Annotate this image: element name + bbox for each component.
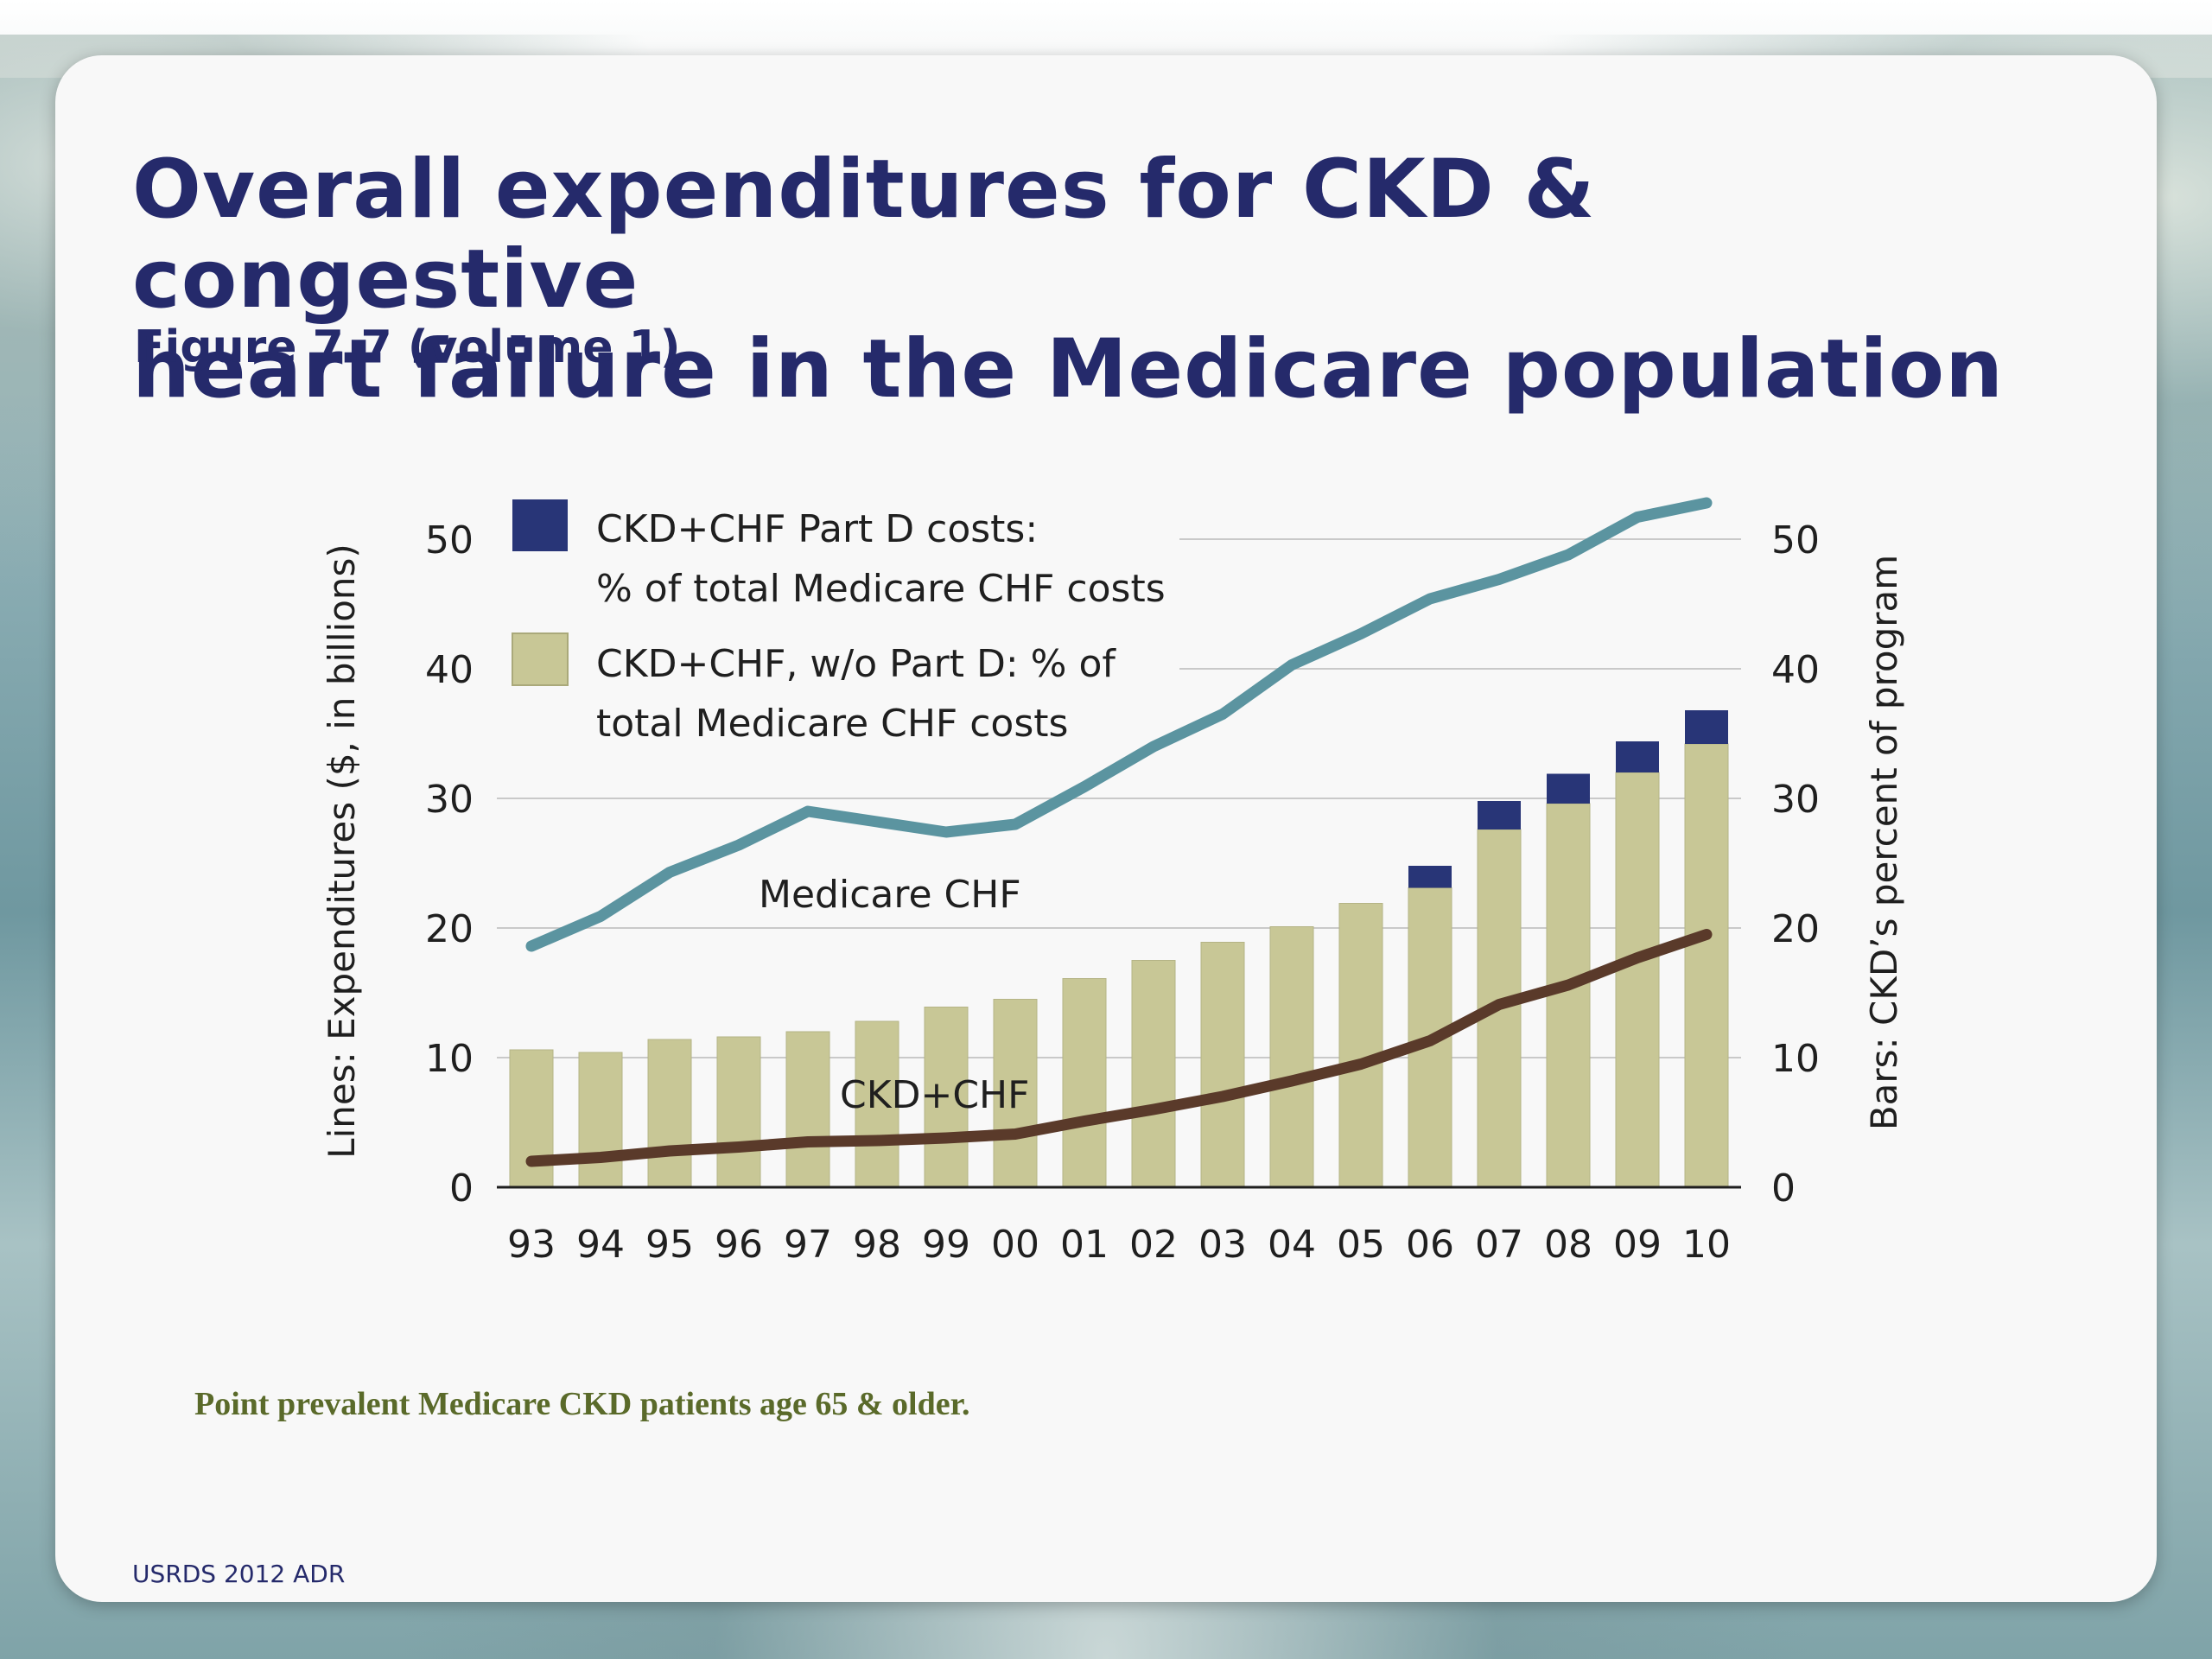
y-left-tick-label-40: 40	[425, 648, 474, 692]
bar-partd-10	[1685, 710, 1728, 744]
x-tick-label-99: 99	[922, 1223, 970, 1267]
bar-partd-07	[1478, 801, 1521, 830]
y-axis-right-label: Bars: CKD’s percent of program	[1863, 555, 1905, 1130]
chart-axes: 93 94 95 96 97 98 99 00 01 02 03 04 05 06 07 08 09 10 0 10 2…	[425, 518, 1820, 1267]
source-footer: USRDS 2012 ADR	[132, 1560, 346, 1588]
bar-base-02	[1131, 960, 1176, 1188]
y-axis-left-label: Lines: Expenditures ($, in billions)	[321, 543, 363, 1159]
bar-base-09	[1615, 772, 1660, 1188]
legend-label-wo-part-d-line-1: CKD+CHF, w/o Part D: % of	[596, 642, 1116, 686]
y-left-tick-label-0: 0	[449, 1166, 474, 1211]
x-tick-label-97: 97	[784, 1223, 832, 1267]
y-left-tick-label-50: 50	[425, 518, 474, 563]
x-tick-label-03: 03	[1198, 1223, 1247, 1267]
bar-base-98	[855, 1020, 899, 1188]
chart-lines	[525, 497, 1713, 1167]
x-tick-label-06: 06	[1406, 1223, 1454, 1267]
bar-partd-09	[1616, 741, 1659, 772]
x-tick-label-96: 96	[715, 1223, 763, 1267]
bar-base-96	[716, 1036, 761, 1188]
x-tick-label-08: 08	[1544, 1223, 1592, 1267]
legend-swatch-part-d	[512, 499, 568, 551]
slide-card	[55, 55, 2157, 1602]
bar-base-05	[1338, 903, 1383, 1188]
x-tick-label-98: 98	[853, 1223, 901, 1267]
bar-base-04	[1269, 926, 1314, 1188]
chart-bars	[509, 710, 1729, 1188]
slide-title-line-2: heart failure in the Medicare population	[132, 322, 2005, 416]
legend-label-part-d-line-2: % of total Medicare CHF costs	[596, 567, 1166, 611]
bar-base-03	[1200, 942, 1245, 1188]
bar-base-10	[1684, 743, 1729, 1188]
chart-gridlines	[497, 538, 1741, 1058]
y-right-tick-label-50: 50	[1771, 518, 1820, 563]
bar-base-99	[924, 1007, 969, 1188]
bar-partd-06	[1408, 866, 1452, 888]
x-tick-label-05: 05	[1337, 1223, 1385, 1267]
line-label-ckd-chf: CKD+CHF	[840, 1073, 1029, 1117]
y-left-tick-label-10: 10	[425, 1037, 474, 1081]
y-right-tick-label-40: 40	[1771, 648, 1820, 692]
bar-base-95	[647, 1039, 692, 1188]
x-tick-label-04: 04	[1268, 1223, 1316, 1267]
legend-label-wo-part-d-line-2: total Medicare CHF costs	[596, 702, 1068, 746]
bar-partd-08	[1547, 773, 1590, 804]
line-ckd-chf	[525, 929, 1713, 1167]
x-tick-label-01: 01	[1060, 1223, 1109, 1267]
population-note: Point prevalent Medicare CKD patients ag…	[194, 1386, 970, 1422]
bar-base-00	[993, 999, 1038, 1188]
chart-legend: CKD+CHF Part D costs: % of total Medicar…	[512, 499, 1166, 746]
bar-base-94	[578, 1052, 623, 1188]
bar-base-08	[1546, 803, 1591, 1188]
y-left-tick-label-20: 20	[425, 907, 474, 951]
y-right-tick-label-0: 0	[1771, 1166, 1796, 1211]
y-left-tick-label-30: 30	[425, 778, 474, 822]
x-tick-label-00: 00	[991, 1223, 1039, 1267]
figure-subtitle: Figure 7.7 (volume 1)	[134, 321, 681, 373]
x-tick-label-10: 10	[1682, 1223, 1731, 1267]
legend-swatch-wo-part-d	[512, 632, 569, 686]
x-tick-label-09: 09	[1613, 1223, 1662, 1267]
x-tick-label-02: 02	[1129, 1223, 1178, 1267]
line-label-medicare-chf: Medicare CHF	[759, 873, 1021, 917]
bar-base-01	[1062, 978, 1107, 1188]
line-medicare-chf	[525, 497, 1713, 952]
x-tick-label-95: 95	[645, 1223, 694, 1267]
legend-label-part-d-line-1: CKD+CHF Part D costs:	[596, 507, 1038, 551]
x-tick-label-94: 94	[576, 1223, 625, 1267]
bar-base-97	[785, 1031, 830, 1188]
y-right-tick-label-20: 20	[1771, 907, 1820, 951]
slide-title: Overall expenditures for CKD & congestiv…	[132, 145, 2120, 415]
x-tick-label-07: 07	[1475, 1223, 1523, 1267]
x-tick-label-93: 93	[507, 1223, 556, 1267]
slide-title-line-1: Overall expenditures for CKD & congestiv…	[132, 143, 1596, 327]
y-right-tick-label-10: 10	[1771, 1037, 1820, 1081]
y-right-tick-label-30: 30	[1771, 778, 1820, 822]
